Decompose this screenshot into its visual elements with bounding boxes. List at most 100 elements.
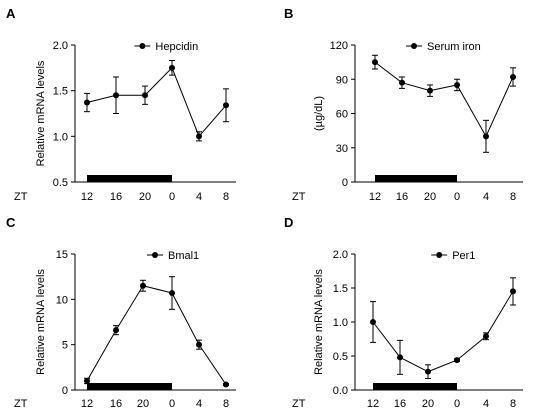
panel-letter: A (6, 6, 16, 21)
x-tick-label: 0 (169, 191, 175, 203)
x-tick-label: 8 (223, 191, 229, 203)
legend-marker (152, 252, 158, 258)
legend-label: Bmal1 (168, 250, 199, 262)
series-line (372, 291, 514, 373)
x-tick-label: 12 (81, 191, 93, 203)
x-tick-label: 16 (396, 191, 408, 203)
x-tick-label: 20 (424, 191, 436, 203)
y-tick-label: 90 (336, 74, 348, 86)
x-tick-label: 12 (367, 398, 379, 410)
legend-label: Per1 (452, 250, 475, 262)
y-tick-label: 0.0 (333, 385, 348, 397)
legend-marker (436, 252, 443, 258)
x-tick-label: 20 (139, 191, 151, 203)
series-line (374, 61, 514, 138)
x-tick-label: 12 (369, 191, 381, 203)
data-point (142, 92, 148, 99)
data-point (510, 73, 516, 80)
y-tick-label: 0.5 (53, 177, 68, 189)
dark-phase-bar (373, 383, 457, 390)
legend: Serum iron (406, 41, 481, 53)
x-tick-label: 20 (137, 398, 149, 410)
x-axis-title: ZT (14, 191, 28, 203)
panel-a: A 0.5 1.0 1.5 2.0 Relative mRNA levels 12 16 20 0… (6, 6, 236, 203)
panel-letter: B (284, 6, 293, 21)
y-tick-label: 0 (342, 177, 348, 189)
data-point (84, 377, 90, 384)
y-axis-title: (µg/dL) (313, 96, 325, 131)
x-tick-label: 0 (454, 398, 460, 410)
data-point (427, 87, 433, 94)
y-axis-title: Relative mRNA levels (35, 60, 47, 166)
dark-phase-bar (375, 175, 457, 182)
x-tick-label: 4 (483, 191, 489, 203)
x-tick-label: 16 (394, 398, 406, 410)
y-tick-label: 1.5 (53, 86, 68, 98)
data-point (169, 289, 175, 296)
data-point (169, 64, 175, 71)
y-tick-label: 10 (56, 294, 68, 306)
data-point (483, 333, 489, 340)
legend: Bmal1 (147, 250, 199, 262)
panel-b: B 0 30 60 90 120 (µg/dL) 12 16 20 0 4 8 ZT Serum iron (284, 6, 523, 203)
y-tick-label: 2.0 (53, 40, 68, 52)
data-point (140, 282, 146, 289)
y-tick-label: 15 (56, 249, 68, 261)
data-point (372, 59, 378, 66)
x-tick-label: 4 (196, 398, 202, 410)
x-tick-label: 16 (110, 191, 122, 203)
y-tick-label: 2.0 (333, 249, 348, 261)
y-tick-label: 1.0 (333, 317, 348, 329)
data-point (196, 341, 202, 348)
y-tick-label: 0.5 (333, 351, 348, 363)
dark-phase-bar (87, 175, 172, 182)
x-tick-label: 8 (223, 398, 229, 410)
panel-letter: D (284, 215, 293, 230)
y-axis-title: Relative mRNA levels (313, 269, 325, 375)
y-tick-label: 60 (336, 109, 348, 121)
x-axis-title: ZT (14, 398, 28, 410)
y-tick-label: 1.5 (333, 283, 348, 295)
y-tick-label: 5 (62, 340, 68, 352)
y-tick-label: 1.0 (53, 131, 68, 143)
legend: Per1 (431, 250, 475, 262)
dark-phase-bar (87, 383, 172, 390)
legend: Hepcidin (134, 41, 198, 53)
panel-c: C 0 5 10 15 Relative mRNA levels 12 16 20 0 4 8 ZT Bm… (6, 215, 236, 410)
data-point (399, 79, 405, 86)
data-point (84, 99, 90, 106)
data-point (483, 133, 489, 140)
data-point (196, 133, 202, 140)
data-point (370, 319, 376, 325)
data-point (454, 357, 460, 364)
data-point (510, 288, 516, 295)
x-tick-label: 0 (169, 398, 175, 410)
y-axis-title: Relative mRNA levels (35, 269, 47, 375)
series-line (86, 285, 227, 385)
data-point (223, 381, 229, 388)
x-axis-title: ZT (292, 398, 306, 410)
panel-d: D 0.0 0.5 1.0 1.5 2.0 Relative mRNA levels 12 16… (284, 215, 523, 410)
x-tick-label: 4 (196, 191, 202, 203)
x-tick-label: 0 (454, 191, 460, 203)
x-tick-label: 8 (510, 398, 516, 410)
x-tick-label: 12 (81, 398, 93, 410)
data-point (113, 92, 119, 99)
legend-label: Hepcidin (155, 41, 198, 53)
x-axis-title: ZT (292, 191, 306, 203)
legend-marker (411, 43, 417, 49)
legend-marker (139, 43, 146, 49)
series-line (86, 66, 227, 138)
x-tick-label: 16 (110, 398, 122, 410)
legend-label: Serum iron (427, 41, 481, 53)
data-point (113, 327, 119, 334)
x-tick-label: 20 (422, 398, 434, 410)
data-point (397, 354, 403, 361)
y-tick-label: 30 (336, 143, 348, 155)
data-point (425, 368, 431, 375)
x-tick-label: 4 (483, 398, 489, 410)
data-point (223, 102, 229, 109)
x-tick-label: 8 (510, 191, 516, 203)
panel-letter: C (6, 215, 16, 230)
